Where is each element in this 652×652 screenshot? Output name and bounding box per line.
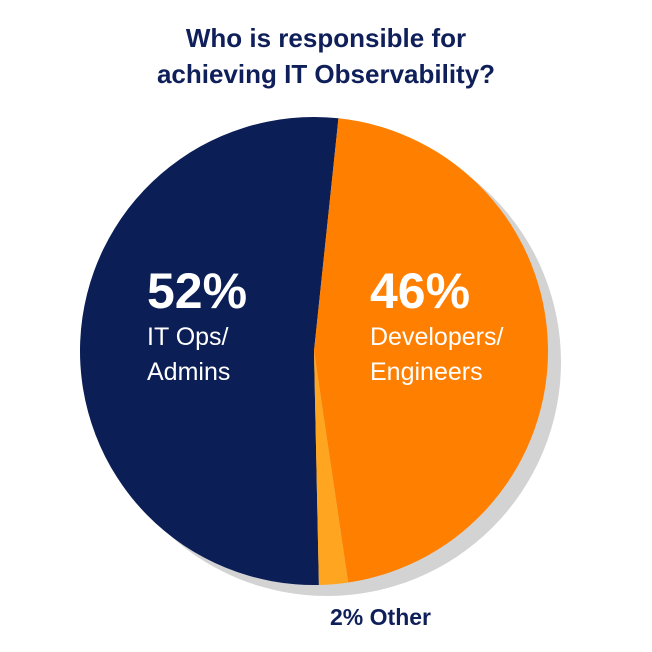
pie-slice	[314, 118, 549, 583]
slice-label: 46% Developers/ Engineers	[370, 262, 545, 390]
chart-title: Who is responsible for achieving IT Obse…	[156, 23, 496, 89]
pie-slice	[314, 351, 349, 585]
slice-category-label: Other	[369, 604, 431, 630]
slice-label: 2% Other	[330, 604, 431, 631]
pie-slice	[79, 117, 339, 585]
slice-category-label: IT Ops/ Admins	[147, 323, 231, 386]
slice-label: 52% IT Ops/ Admins	[147, 262, 277, 390]
slice-value-label: 2%	[330, 604, 364, 630]
slice-category-label: Developers/ Engineers	[370, 323, 504, 386]
slice-value-label: 46%	[370, 263, 471, 319]
slice-value-label: 52%	[147, 263, 248, 319]
